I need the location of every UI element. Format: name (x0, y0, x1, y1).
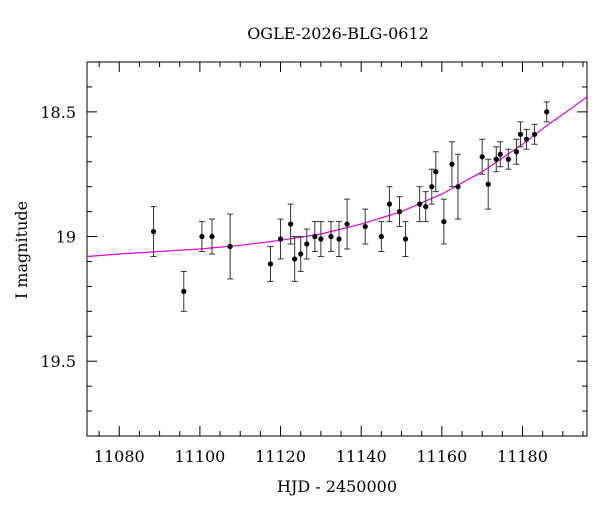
point-marker (531, 131, 538, 137)
point-marker (336, 236, 342, 242)
x-axis-label: HJD - 2450000 (277, 477, 397, 496)
data-point (297, 236, 304, 272)
data-point (485, 158, 492, 210)
point-marker (402, 236, 409, 242)
data-point (479, 138, 486, 175)
data-point (517, 121, 524, 148)
point-marker (479, 154, 485, 160)
y-axis-label: I magnitude (12, 201, 31, 299)
data-point (291, 236, 298, 282)
data-point (396, 196, 403, 228)
model-curve-layer (86, 96, 588, 258)
point-marker (417, 201, 423, 207)
point-marker (386, 201, 393, 207)
data-point (432, 151, 439, 193)
data-point (416, 186, 423, 223)
point-marker (429, 184, 435, 190)
data-point (267, 246, 274, 282)
data-point (150, 206, 157, 257)
y-tick-label: 18.5 (40, 103, 76, 122)
data-point (523, 128, 530, 150)
data-points-layer (150, 101, 550, 312)
data-point (362, 208, 369, 245)
point-marker (292, 256, 298, 262)
data-point (277, 218, 284, 260)
chart-title: OGLE-2026-BLG-0612 (247, 24, 429, 43)
point-marker (227, 243, 233, 250)
data-point (344, 198, 351, 250)
point-marker (505, 156, 511, 162)
data-point (317, 221, 324, 257)
point-marker (523, 136, 530, 142)
point-marker (544, 109, 550, 115)
point-marker (493, 156, 499, 162)
data-point (198, 221, 205, 252)
point-marker (517, 131, 524, 137)
data-point (336, 221, 343, 257)
point-marker (455, 184, 461, 190)
point-marker (433, 169, 439, 175)
point-marker (181, 288, 187, 294)
data-point (513, 138, 520, 165)
point-marker (288, 221, 294, 227)
point-marker (150, 228, 157, 235)
point-marker (513, 149, 520, 155)
data-point (386, 186, 393, 223)
data-point (287, 203, 294, 245)
point-marker (449, 161, 455, 167)
data-point (402, 221, 409, 257)
x-tick-label: 11180 (497, 447, 548, 466)
data-point (454, 153, 461, 220)
point-marker (396, 209, 403, 215)
point-marker (344, 221, 350, 227)
point-marker (441, 218, 447, 225)
point-marker (497, 151, 503, 157)
data-point (497, 141, 504, 168)
point-marker (378, 233, 384, 240)
y-tick-label: 19 (56, 228, 76, 247)
data-point (180, 270, 187, 312)
x-tick-label: 11080 (94, 447, 145, 466)
x-tick-label: 11160 (416, 447, 467, 466)
point-marker (485, 181, 491, 187)
point-marker (199, 233, 205, 240)
data-point (505, 148, 512, 170)
data-point (543, 101, 550, 123)
point-marker (362, 223, 368, 230)
x-tick-label: 11140 (336, 447, 387, 466)
point-marker (318, 236, 324, 242)
data-point (327, 221, 334, 252)
data-point (448, 141, 455, 188)
data-point (303, 228, 310, 260)
point-marker (304, 241, 310, 247)
point-marker (423, 204, 429, 210)
data-point (531, 123, 538, 145)
x-tick-label: 11100 (174, 447, 225, 466)
point-marker (312, 233, 318, 240)
data-point (311, 221, 318, 252)
axis-ticks (87, 61, 587, 437)
point-marker (298, 251, 304, 257)
point-marker (277, 236, 284, 242)
data-point (209, 218, 215, 255)
point-marker (267, 261, 274, 267)
plot-frame (86, 61, 588, 437)
y-tick-label: 19.5 (40, 352, 76, 371)
data-point (227, 213, 234, 280)
x-tick-label: 11120 (255, 447, 306, 466)
axis-tick-labels: 11080 11100 11120 11140 11160 11180 18.5 19 19.5 (40, 103, 548, 466)
data-point (378, 221, 385, 252)
data-point (428, 168, 435, 205)
model-curve (86, 96, 588, 258)
data-point (493, 146, 500, 173)
point-marker (209, 233, 215, 240)
data-point (440, 198, 447, 245)
data-point (422, 191, 429, 223)
point-marker (328, 233, 334, 240)
